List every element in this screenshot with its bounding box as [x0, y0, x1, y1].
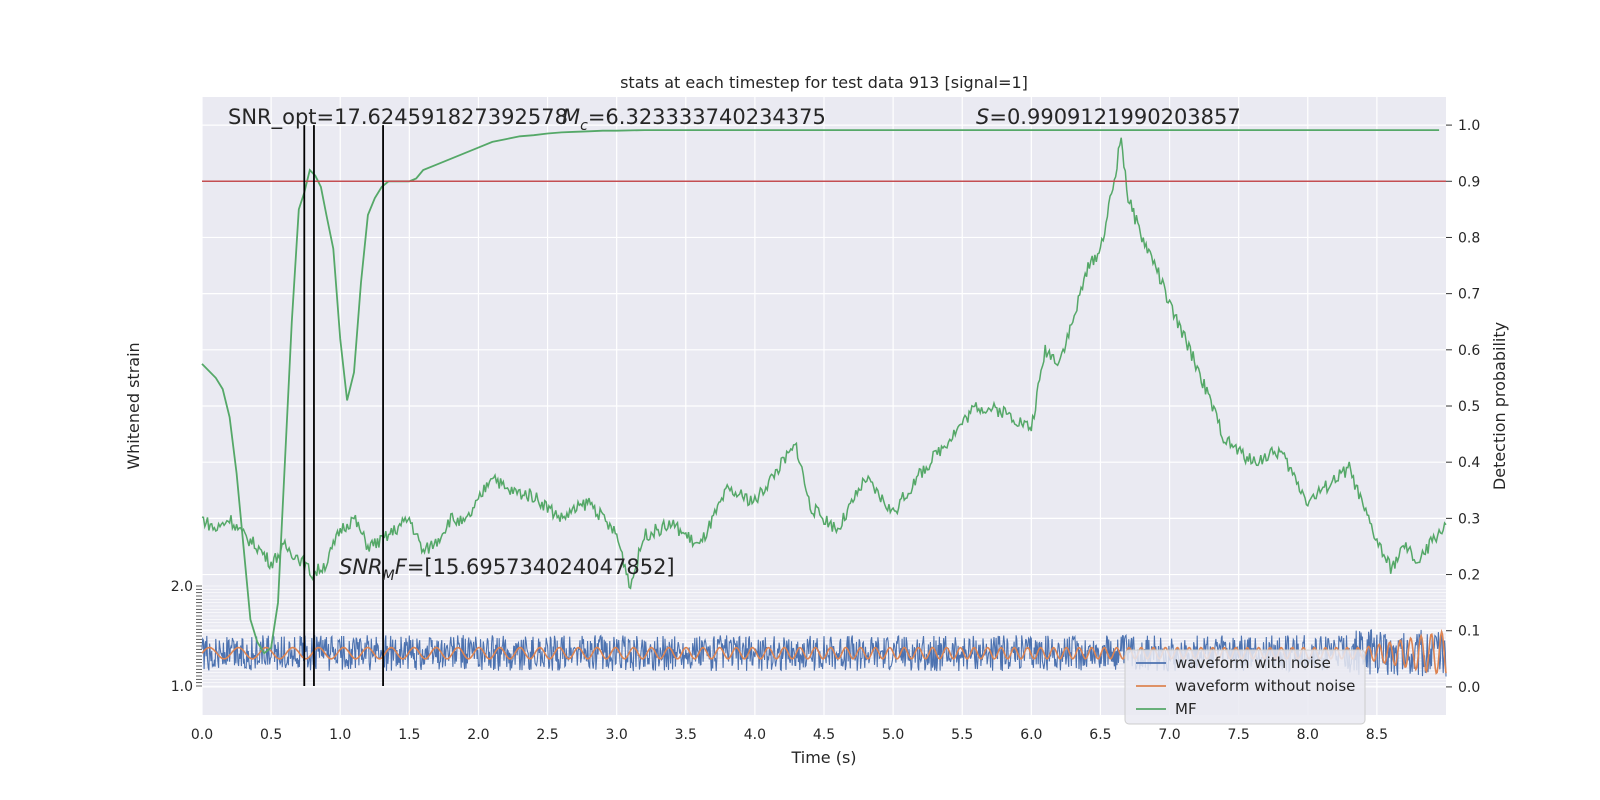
legend-label-mf: MF: [1175, 700, 1197, 718]
legend: waveform with noise waveform without noi…: [1124, 649, 1366, 725]
x-tick-label: 5.0: [882, 727, 904, 743]
left-tick-label-bottom: 1.0: [171, 679, 193, 695]
annotation-mc: Mc=6.323333740234375: [562, 105, 826, 134]
x-tick-label: 6.5: [1089, 727, 1111, 743]
right-tick-label: 0.4: [1458, 455, 1480, 471]
x-tick-label: 2.0: [467, 727, 489, 743]
x-tick-label: 8.0: [1297, 727, 1319, 743]
left-tick-label-top: 2.0: [171, 579, 193, 595]
x-tick-label: 4.0: [744, 727, 766, 743]
right-tick-label: 0.1: [1458, 624, 1480, 640]
x-tick-label: 1.0: [329, 727, 351, 743]
legend-label-noise: waveform with noise: [1175, 654, 1331, 672]
annotation-snr-opt: SNR_opt=17.624591827392578: [228, 105, 568, 130]
annotation-s: S=0.9909121990203857: [976, 105, 1241, 129]
x-axis-label: Time (s): [790, 748, 856, 767]
annotation-mc-value: =6.323333740234375: [588, 105, 826, 129]
annotation-snr-mf: SNRMF=[15.695734024047852]: [339, 555, 675, 584]
right-tick-label: 0.9: [1458, 174, 1480, 190]
right-tick-label: 0.0: [1458, 680, 1480, 696]
right-tick-label: 1.0: [1458, 118, 1480, 134]
x-axis-ticks: 0.0 0.5 1.0 1.5 2.0 2.5 3.0 3.5 4.0 4.5 5.0 5.5 6.0 6…: [191, 727, 1388, 743]
right-tick-label: 0.2: [1458, 568, 1480, 584]
x-tick-label: 8.5: [1366, 727, 1388, 743]
x-tick-label: 7.5: [1228, 727, 1250, 743]
vertical-markers: [303, 125, 384, 686]
right-tick-label: 0.6: [1458, 343, 1480, 359]
chart-title: stats at each timestep for test data 913…: [620, 73, 1028, 92]
x-tick-label: 3.0: [606, 727, 628, 743]
x-tick-label: 1.5: [398, 727, 420, 743]
series-detection-probability: [201, 137, 1447, 590]
left-axis-label: Whitened strain: [124, 342, 143, 469]
x-tick-label: 6.0: [1020, 727, 1042, 743]
annotation-s-value: =0.9909121990203857: [989, 105, 1240, 129]
right-tick-label: 0.8: [1458, 230, 1480, 246]
line-detection-probability: [201, 137, 1447, 590]
x-tick-label: 4.5: [813, 727, 835, 743]
right-tick-label: 0.7: [1458, 287, 1480, 303]
x-tick-label: 7.0: [1158, 727, 1180, 743]
x-tick-label: 0.5: [260, 727, 282, 743]
annotation-snr-mf-value: =[15.695734024047852]: [407, 555, 675, 579]
right-tick-label: 0.5: [1458, 399, 1480, 415]
legend-label-clean: waveform without noise: [1175, 677, 1355, 695]
x-tick-label: 3.5: [675, 727, 697, 743]
x-tick-label: 2.5: [536, 727, 558, 743]
legend-box: [1124, 649, 1366, 725]
x-tick-label: 0.0: [191, 727, 213, 743]
grid: [201, 97, 1446, 715]
x-tick-label: 5.5: [951, 727, 973, 743]
right-axis-label: Detection probability: [1490, 322, 1509, 490]
right-tick-label: 0.3: [1458, 511, 1480, 527]
right-axis-ticks: 0.0 0.1 0.2 0.3 0.4 0.5 0.6 0.7 0.8 0.9 1.0: [1446, 118, 1480, 696]
